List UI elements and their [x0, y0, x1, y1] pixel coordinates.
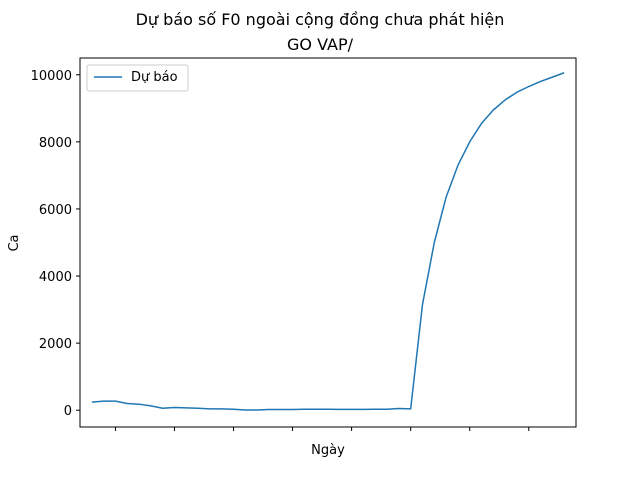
y-tick-label-0: 0 [64, 404, 72, 419]
legend-label: Dự báo [131, 70, 178, 85]
y-tick-label-6000: 6000 [39, 203, 72, 218]
y-tick-label-4000: 4000 [39, 270, 72, 285]
y-tick-label-10000: 10000 [31, 69, 72, 84]
chart-title-line2: GO VAP/ [287, 35, 354, 54]
legend: Dự báo [86, 64, 189, 92]
series-line-0 [91, 72, 565, 411]
y-tick-label-8000: 8000 [39, 136, 72, 151]
legend-box [86, 64, 189, 92]
x-axis-label: Ngày [311, 443, 345, 458]
plot-frame [79, 57, 577, 428]
chart-title-line1: Dự báo số F0 ngoài cộng đồng chưa phát h… [136, 10, 505, 29]
y-tick-label-2000: 2000 [39, 337, 72, 352]
y-axis-label: Ca [7, 234, 22, 251]
plot-area: 0 2000 4000 6000 8000 10000 [31, 69, 565, 431]
